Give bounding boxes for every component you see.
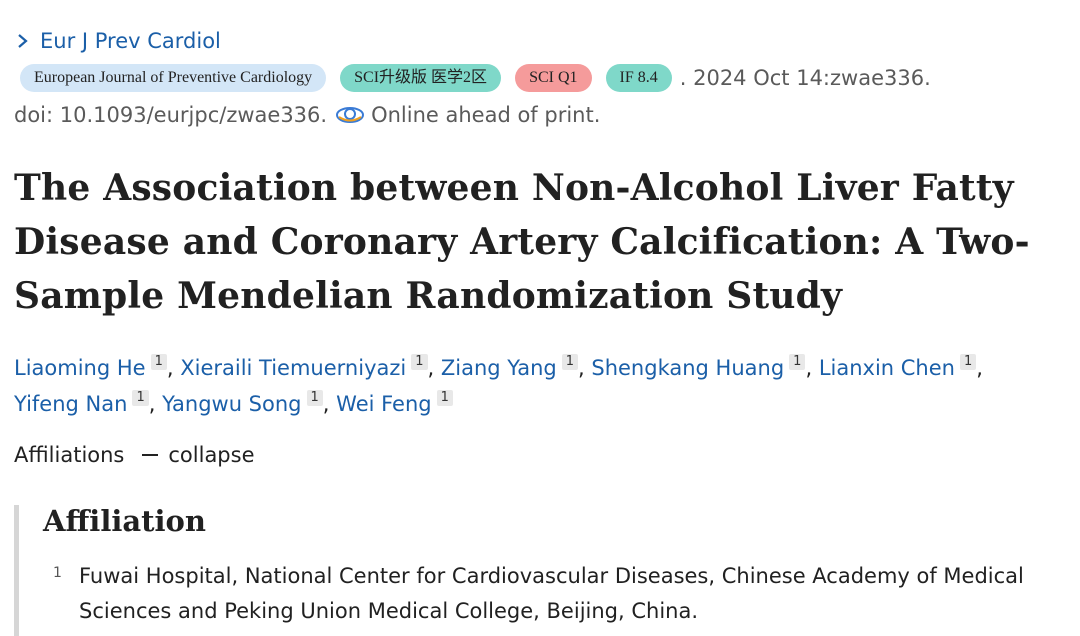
affiliation-ref[interactable]: 1 bbox=[306, 390, 323, 406]
sci-quartile-badge[interactable]: SCI Q1 bbox=[515, 64, 592, 92]
journal-link[interactable]: Eur J Prev Cardiol bbox=[14, 29, 221, 53]
journal-link-label: Eur J Prev Cardiol bbox=[40, 29, 221, 53]
author-list: Liaoming He 1, Xieraili Tiemuerniyazi 1, Z… bbox=[14, 354, 983, 416]
sci-rank-badge[interactable]: SCI升级版 医学2区 bbox=[340, 64, 502, 92]
affiliation-ref[interactable]: 1 bbox=[436, 390, 453, 406]
affiliation-heading: Affiliation bbox=[43, 504, 206, 538]
journal-name-badge[interactable]: European Journal of Preventive Cardiolog… bbox=[20, 64, 327, 92]
affiliations-toggle[interactable]: Affiliations collapse bbox=[14, 443, 255, 467]
journal-badges-row: European Journal of Preventive Cardiolog… bbox=[20, 64, 931, 92]
chevron-right-icon bbox=[18, 34, 28, 48]
author-link[interactable]: Lianxin Chen bbox=[818, 356, 955, 380]
affiliation-ref[interactable]: 1 bbox=[959, 354, 977, 370]
impact-factor-badge[interactable]: IF 8.4 bbox=[605, 64, 672, 92]
affiliation-ref[interactable]: 1 bbox=[789, 354, 806, 370]
affiliation-item: 1 Fuwai Hospital, National Center for Ca… bbox=[53, 559, 1053, 629]
author-link[interactable]: Ziang Yang bbox=[440, 356, 557, 380]
affiliation-number: 1 bbox=[53, 565, 62, 581]
affiliation-ref[interactable]: 1 bbox=[561, 354, 579, 370]
affiliation-ref[interactable]: 1 bbox=[132, 390, 149, 406]
author-link[interactable]: Wei Feng bbox=[336, 392, 432, 416]
citation-date: . 2024 Oct 14:zwae336. bbox=[679, 66, 931, 90]
author-link[interactable]: Yangwu Song bbox=[162, 392, 302, 416]
affiliations-label: Affiliations bbox=[14, 443, 125, 467]
author-link[interactable]: Shengkang Huang bbox=[591, 356, 785, 380]
doi-text: doi: 10.1093/eurjpc/zwae336. bbox=[14, 103, 328, 127]
collapse-link[interactable]: collapse bbox=[168, 443, 255, 467]
affiliation-text: Fuwai Hospital, National Center for Card… bbox=[79, 564, 1024, 623]
author-link[interactable]: Xieraili Tiemuerniyazi bbox=[180, 356, 407, 380]
author-link[interactable]: Liaoming He bbox=[14, 356, 146, 380]
affiliation-panel: Affiliation 1 Fuwai Hospital, National C… bbox=[14, 505, 1069, 636]
citation-doi-row: doi: 10.1093/eurjpc/zwae336. Online ahea… bbox=[14, 103, 600, 127]
affiliation-ref[interactable]: 1 bbox=[411, 354, 428, 370]
eye-icon[interactable] bbox=[335, 104, 365, 126]
article-title: The Association between Non-Alcohol Live… bbox=[14, 167, 1030, 317]
minus-icon bbox=[142, 454, 159, 456]
author-link[interactable]: Yifeng Nan bbox=[14, 392, 128, 416]
publication-status: Online ahead of print. bbox=[371, 103, 601, 127]
affiliation-ref[interactable]: 1 bbox=[150, 354, 167, 370]
